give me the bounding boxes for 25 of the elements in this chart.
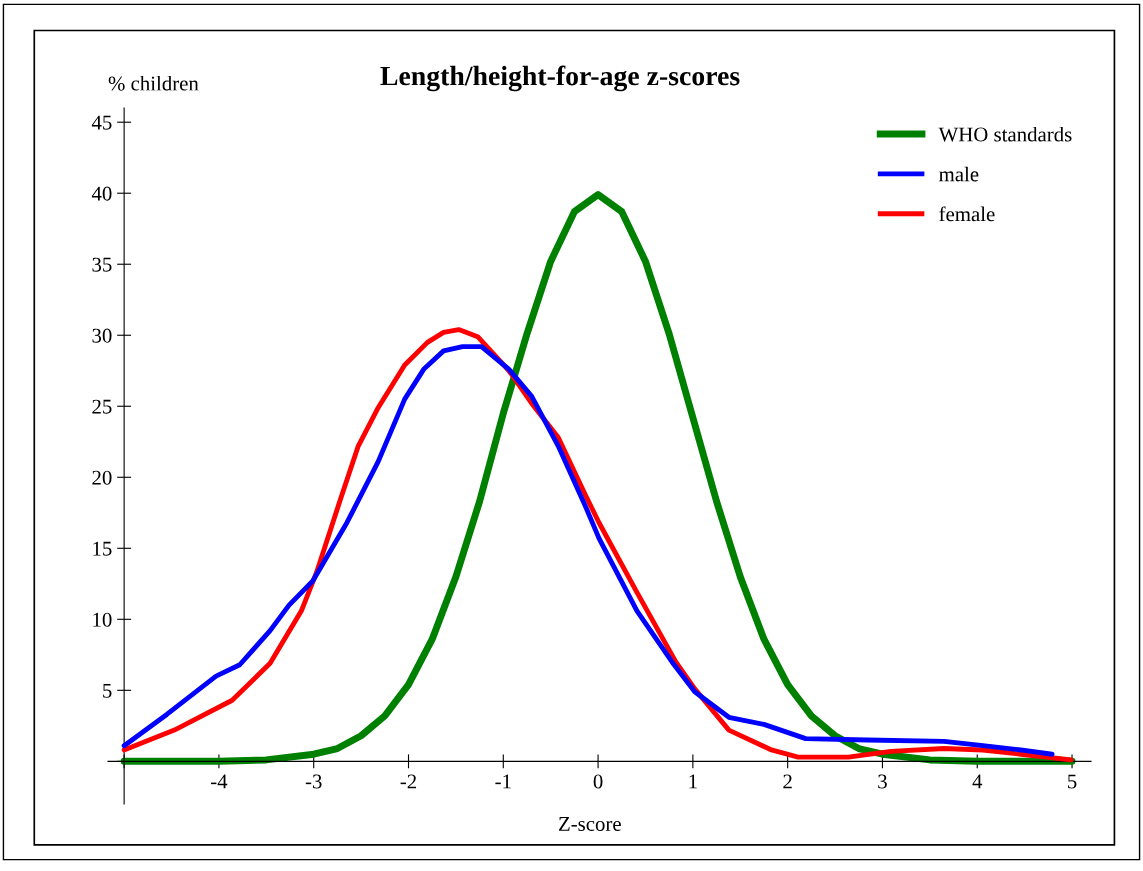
- x-tick-label: -2: [400, 774, 417, 789]
- legend-label: WHO standards: [938, 126, 1072, 142]
- y-tick-label: 45: [91, 115, 112, 130]
- y-tick-label: 5: [103, 683, 112, 698]
- x-tick-label: -4: [211, 774, 228, 789]
- y-tick-label: 10: [93, 612, 112, 627]
- x-axis-title: Z-score: [558, 817, 621, 831]
- x-tick-label: 0: [593, 774, 603, 789]
- y-tick-label: 35: [92, 257, 112, 272]
- y-tick-label: 30: [92, 328, 112, 343]
- y-axis-title: % children: [108, 75, 199, 91]
- x-tick-label: 4: [972, 774, 983, 789]
- x-tick-label: -3: [305, 774, 322, 789]
- y-tick-label: 20: [92, 470, 112, 485]
- chart-title: Length/height-for-age z-scores: [380, 65, 740, 92]
- x-tick-label: 2: [783, 774, 792, 789]
- y-tick-label: 40: [91, 186, 112, 201]
- y-tick-label: 25: [92, 399, 112, 414]
- x-tick-label: 1: [689, 774, 697, 789]
- x-tick-label: -1: [495, 774, 511, 789]
- y-tick-label: 15: [93, 541, 112, 556]
- legend-label: male: [939, 166, 979, 182]
- legend-label: female: [939, 206, 995, 222]
- x-tick-label: 3: [878, 774, 887, 789]
- x-tick-label: 5: [1068, 774, 1077, 789]
